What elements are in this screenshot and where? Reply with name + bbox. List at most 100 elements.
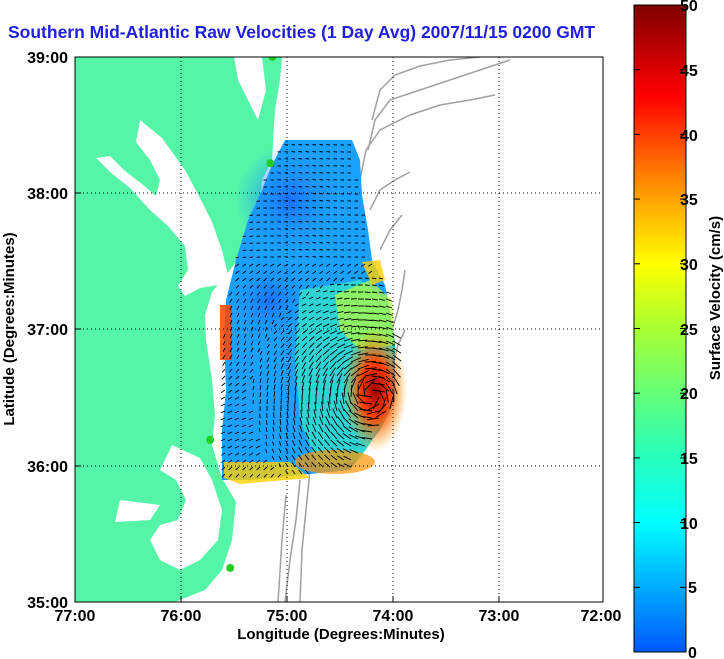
velocity-vector (256, 270, 261, 275)
velocity-vector (385, 333, 395, 338)
velocity-vector (227, 410, 233, 414)
velocity-vector (312, 284, 317, 289)
velocity-vector (234, 438, 240, 442)
velocity-vector (243, 333, 247, 339)
velocity-vector (326, 408, 331, 419)
velocity-vector (336, 447, 345, 454)
velocity-vector (227, 438, 233, 442)
velocity-vector (315, 329, 323, 335)
velocity-vector (306, 409, 310, 419)
velocity-vector (283, 263, 289, 267)
velocity-vector (371, 382, 385, 386)
velocity-vector (335, 393, 338, 405)
velocity-vector (235, 382, 240, 387)
velocity-vector (236, 312, 240, 318)
velocity-vector (241, 445, 247, 449)
velocity-vector (319, 235, 324, 237)
velocity-vector (273, 384, 276, 391)
velocity-vector (371, 312, 380, 315)
velocity-vector (271, 305, 275, 311)
velocity-vector (355, 442, 366, 447)
velocity-vector (257, 312, 261, 318)
velocity-vector (319, 200, 324, 202)
velocity-vector (291, 469, 296, 475)
velocity-vector (270, 284, 275, 289)
velocity-vector (294, 342, 300, 349)
velocity-vector (229, 340, 233, 346)
velocity-vector (305, 165, 310, 167)
velocity-vector (371, 354, 383, 358)
velocity-vector (229, 319, 233, 325)
velocity-vector (305, 291, 310, 296)
velocity-vector (259, 385, 262, 391)
velocity-vector (378, 277, 384, 280)
colorbar-tick-label: 45 (680, 63, 698, 80)
velocity-vector (350, 363, 361, 370)
sound-water-2 (115, 500, 160, 522)
velocity-vector (308, 368, 314, 377)
velocity-vector (298, 186, 303, 188)
velocity-vector (343, 361, 353, 370)
velocity-vector (301, 355, 307, 363)
velocity-vector (242, 235, 247, 238)
velocity-vector (234, 424, 240, 428)
velocity-vector (279, 419, 282, 426)
velocity-vector (278, 448, 282, 454)
velocity-vector (228, 382, 233, 387)
velocity-vector (350, 345, 361, 349)
velocity-vector (329, 336, 338, 342)
velocity-vector (305, 179, 310, 181)
velocity-vector (319, 214, 324, 216)
velocity-vector (315, 374, 320, 384)
velocity-vector (220, 445, 226, 449)
velocity-vector (311, 446, 317, 454)
velocity-vector (322, 361, 329, 370)
velocity-vector (378, 354, 390, 359)
velocity-vector (304, 469, 310, 475)
velocity-vector (319, 416, 324, 426)
velocity-vector (312, 242, 317, 244)
velocity-vector (273, 323, 278, 328)
velocity-vector (221, 382, 226, 387)
velocity-vector (287, 343, 293, 349)
velocity-vector (371, 347, 383, 351)
velocity-vector (364, 319, 373, 321)
velocity-vector (392, 354, 402, 362)
velocity-vector (357, 378, 365, 391)
velocity-vector (343, 463, 352, 468)
velocity-vector (329, 303, 336, 307)
velocity-vector (318, 423, 324, 433)
velocity-vector (242, 284, 247, 289)
velocity-vector (266, 357, 270, 363)
colorbar-title: Surface Velocity (cm/s) (707, 216, 724, 380)
velocity-vector (336, 385, 339, 398)
velocity-vector (312, 207, 317, 209)
velocity-vector (330, 454, 338, 461)
velocity-vector (385, 368, 396, 377)
velocity-vector (315, 380, 319, 391)
velocity-vector (248, 263, 254, 267)
velocity-vector (264, 333, 268, 339)
chart-title: Southern Mid-Atlantic Raw Velocities (1 … (8, 22, 596, 42)
x-tick-label: 74:00 (373, 608, 414, 625)
velocity-vector (308, 342, 315, 349)
velocity-vector (227, 403, 233, 407)
velocity-vector (243, 340, 247, 346)
velocity-vector (255, 445, 261, 449)
velocity-vector (378, 340, 389, 345)
velocity-vector (257, 340, 261, 346)
velocity-vector (293, 410, 296, 419)
velocity-vector (279, 426, 282, 433)
x-tick-label: 73:00 (479, 608, 520, 625)
velocity-vector (378, 382, 390, 392)
velocity-vector (315, 361, 322, 370)
velocity-vector (255, 452, 261, 456)
velocity-vector (241, 431, 247, 435)
velocity-vector (298, 277, 303, 282)
velocity-vector (271, 448, 275, 454)
bay-water (96, 120, 228, 296)
velocity-vector (263, 284, 268, 289)
velocity-vector (280, 349, 285, 356)
velocity-vector (322, 296, 328, 300)
velocity-vector (298, 284, 303, 289)
